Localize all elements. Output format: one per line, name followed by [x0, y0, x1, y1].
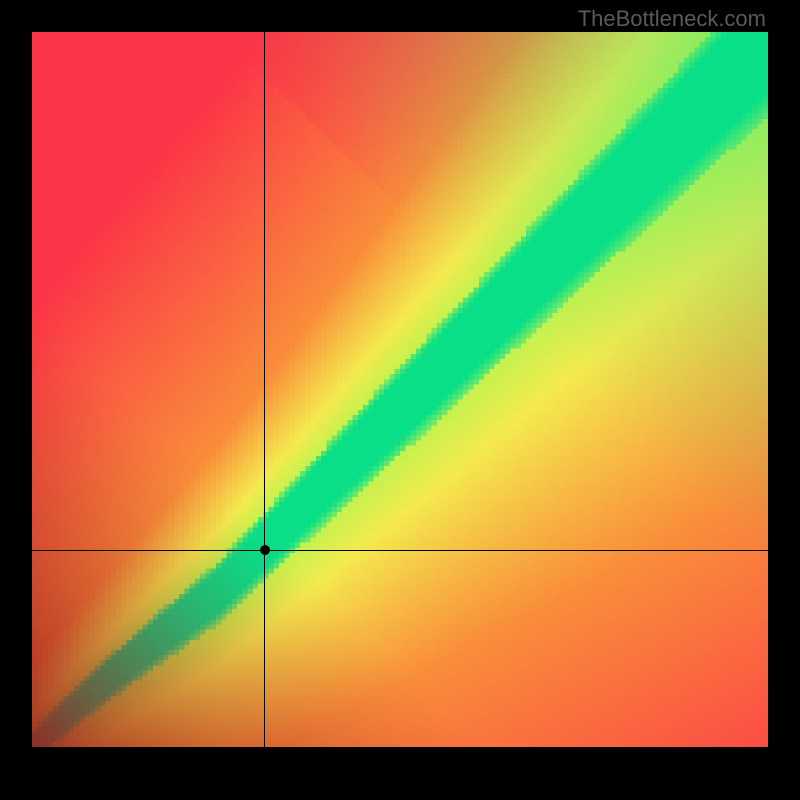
watermark-text: TheBottleneck.com [578, 6, 766, 32]
crosshair-marker [260, 545, 270, 555]
crosshair-vertical [264, 32, 265, 747]
crosshair-horizontal [32, 550, 768, 551]
chart-container: TheBottleneck.com [0, 0, 800, 800]
bottleneck-heatmap [32, 32, 768, 747]
